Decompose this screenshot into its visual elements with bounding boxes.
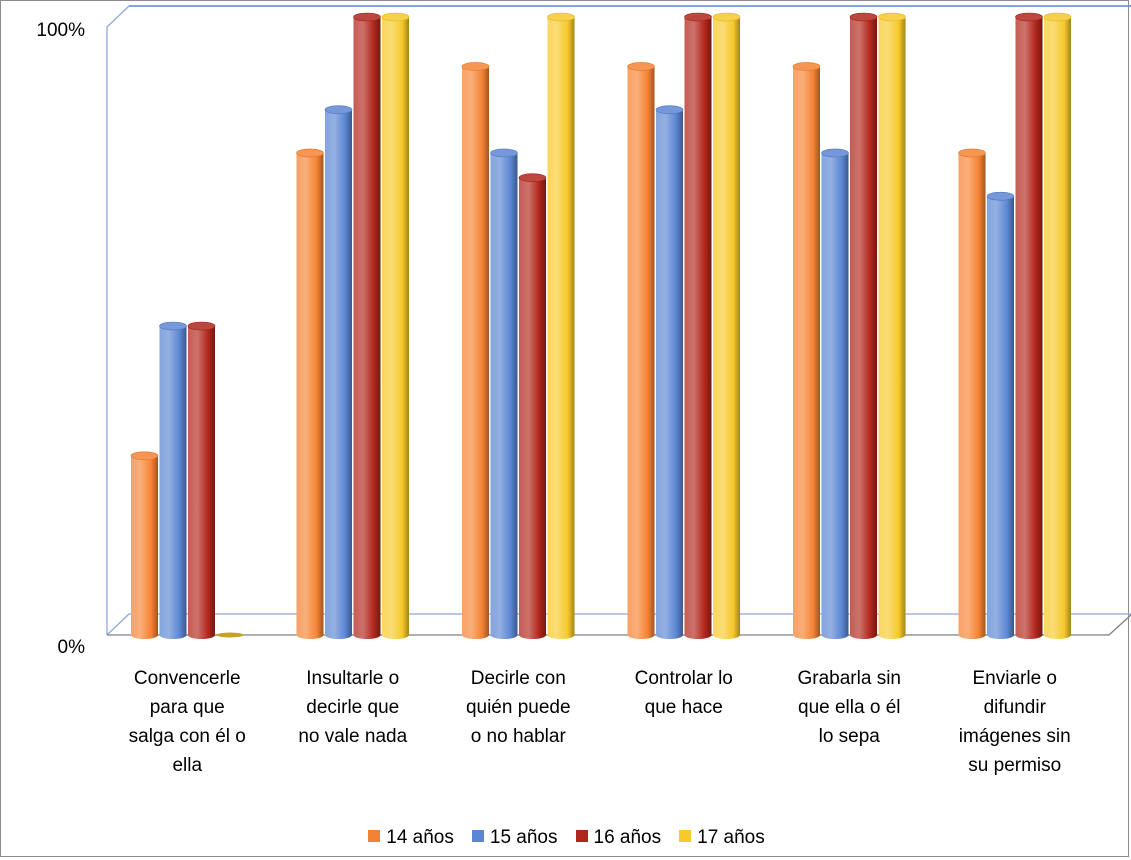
bar-cap	[187, 321, 216, 331]
category-label: difundir	[984, 697, 1047, 718]
bar-cap	[712, 12, 741, 22]
category-label: Decirle con	[471, 668, 566, 689]
legend-item: 14 años	[368, 827, 454, 849]
bar	[325, 109, 352, 639]
bar-cap	[655, 105, 684, 114]
category-label: imágenes sin	[959, 726, 1071, 747]
legend-label: 16 años	[593, 827, 662, 848]
category-label: que hace	[645, 697, 723, 718]
bar-cap	[518, 173, 547, 182]
legend-label: 17 años	[697, 827, 765, 848]
bar	[987, 196, 1014, 639]
bar	[188, 326, 215, 639]
bar	[131, 455, 158, 639]
category-label: Controlar lo	[635, 668, 733, 689]
legend-item: 16 años	[575, 827, 662, 849]
category-label: salga con él o	[129, 726, 246, 747]
bar	[958, 152, 986, 639]
bar-cap	[353, 12, 381, 22]
bar	[1044, 17, 1071, 639]
category-label: Insultarle o	[306, 668, 399, 689]
bar	[353, 17, 381, 639]
legend-swatch	[471, 829, 484, 842]
bar	[159, 326, 187, 639]
bar-cap	[490, 148, 518, 158]
y-tick-label: 0%	[58, 637, 86, 658]
bar	[490, 152, 518, 639]
bar	[519, 177, 546, 639]
bar-zero-marker	[216, 632, 244, 638]
legend-swatch	[368, 829, 381, 842]
bar	[684, 17, 712, 639]
category-label: Grabarla sin	[798, 668, 902, 689]
bar	[878, 17, 906, 639]
category-label: Convencerle	[134, 668, 241, 689]
floor-front-edge	[107, 614, 1131, 636]
category-label: que ella o él	[798, 697, 900, 718]
bar	[462, 66, 489, 639]
category-label: decirle que	[306, 697, 399, 718]
legend-label: 14 años	[386, 827, 454, 848]
bar-cap	[1015, 12, 1043, 22]
legend-item: 15 años	[471, 827, 558, 849]
bar	[296, 152, 324, 639]
bar-cap	[381, 12, 410, 22]
bar	[821, 152, 849, 639]
bar-cap	[1043, 12, 1072, 22]
bar	[713, 17, 740, 639]
bar-cap	[461, 62, 490, 71]
category-label: su permiso	[968, 755, 1061, 776]
bar-cap	[130, 451, 159, 461]
category-label: ella	[172, 755, 202, 776]
back-wall-edge	[106, 5, 130, 635]
category-label: no vale nada	[298, 726, 407, 747]
bar-cap	[324, 105, 353, 114]
category-label: quién puede	[466, 697, 571, 718]
category-label: o no hablar	[471, 726, 567, 747]
bar-cap	[821, 148, 849, 158]
bar-cap	[878, 12, 906, 22]
bar	[850, 17, 877, 639]
bar-cap	[296, 148, 324, 158]
legend-swatch	[575, 829, 588, 842]
legend-swatch	[679, 829, 692, 842]
bar-cap	[792, 62, 821, 71]
legend-item: 17 años	[679, 827, 765, 849]
category-label: para que	[150, 697, 225, 718]
bar-cap	[159, 321, 187, 331]
category-label: lo sepa	[819, 726, 881, 747]
bar-cap	[627, 62, 655, 71]
bar-cap	[547, 12, 575, 22]
category-label: Enviarle o	[973, 668, 1058, 689]
chart-legend: 14 años 15 años 16 años 17 años	[1, 827, 1131, 849]
bar-cap	[958, 148, 986, 158]
bar-cap	[684, 12, 712, 22]
y-tick-label: 100%	[36, 20, 85, 41]
bar	[1015, 17, 1043, 639]
bar	[382, 17, 409, 639]
bar-cap	[849, 12, 878, 22]
legend-label: 15 años	[489, 827, 558, 848]
bar	[793, 66, 820, 639]
bar	[656, 109, 683, 639]
bar-cap	[986, 191, 1015, 201]
bar	[547, 17, 575, 639]
bar	[627, 66, 655, 639]
